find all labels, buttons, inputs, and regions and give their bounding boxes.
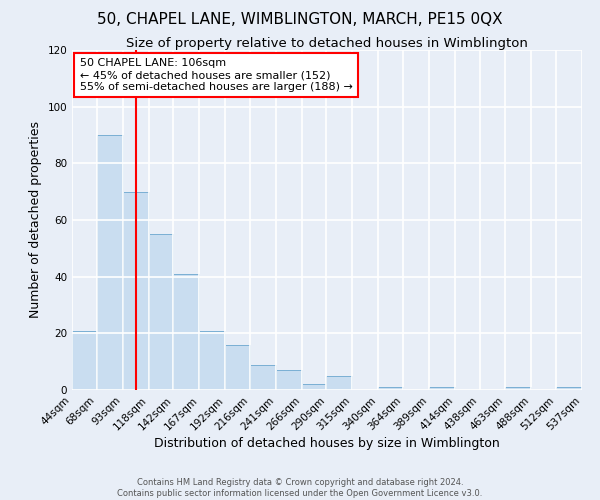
Bar — [225, 344, 250, 390]
Bar — [97, 135, 122, 390]
Title: Size of property relative to detached houses in Wimblington: Size of property relative to detached ho… — [126, 37, 528, 50]
Bar — [556, 387, 582, 390]
Bar — [72, 330, 97, 390]
Text: Contains HM Land Registry data © Crown copyright and database right 2024.
Contai: Contains HM Land Registry data © Crown c… — [118, 478, 482, 498]
Bar — [429, 387, 455, 390]
Bar — [122, 192, 149, 390]
Bar — [302, 384, 326, 390]
Text: 50, CHAPEL LANE, WIMBLINGTON, MARCH, PE15 0QX: 50, CHAPEL LANE, WIMBLINGTON, MARCH, PE1… — [97, 12, 503, 28]
Bar — [173, 274, 199, 390]
Bar — [149, 234, 173, 390]
Bar — [199, 330, 225, 390]
Bar — [505, 387, 532, 390]
Text: 50 CHAPEL LANE: 106sqm
← 45% of detached houses are smaller (152)
55% of semi-de: 50 CHAPEL LANE: 106sqm ← 45% of detached… — [80, 58, 353, 92]
Bar — [326, 376, 352, 390]
Bar — [378, 387, 403, 390]
Y-axis label: Number of detached properties: Number of detached properties — [29, 122, 42, 318]
Bar — [276, 370, 302, 390]
Bar — [250, 364, 276, 390]
X-axis label: Distribution of detached houses by size in Wimblington: Distribution of detached houses by size … — [154, 438, 500, 450]
